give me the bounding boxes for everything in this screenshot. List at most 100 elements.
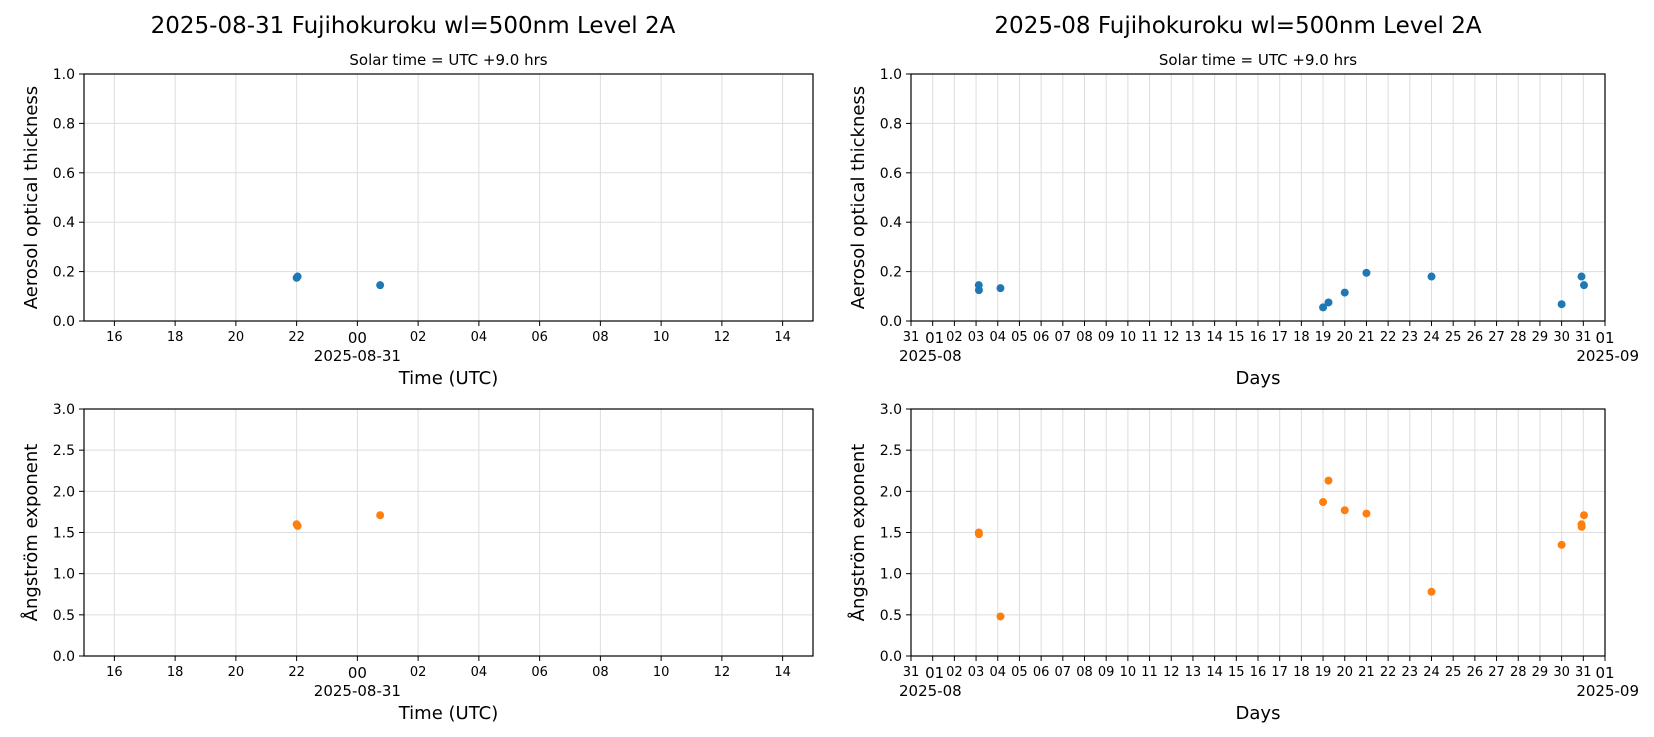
x-tick-label: 26 xyxy=(1467,330,1484,345)
y-tick-label: 0.4 xyxy=(53,215,75,231)
x-tick-label: 22 xyxy=(288,665,305,680)
y-tick-label: 0.4 xyxy=(880,215,902,231)
x-tick-label: 27 xyxy=(1488,330,1505,345)
x-tick-label: 14 xyxy=(1206,330,1223,345)
x-tick-label: 19 xyxy=(1315,665,1332,680)
x-tick-label: 01 xyxy=(925,664,944,682)
y-tick-label: 0.0 xyxy=(53,314,75,330)
x-tick-label: 31 xyxy=(1575,330,1592,345)
x-tick-label: 10 xyxy=(653,330,670,345)
data-point xyxy=(376,511,385,520)
x-tick-label: 10 xyxy=(1120,665,1137,680)
x-tick-label: 11 xyxy=(1141,665,1158,680)
x-tick-label: 18 xyxy=(167,330,184,345)
right-figure-title: 2025-08 Fujihokuroku wl=500nm Level 2A xyxy=(994,13,1481,39)
x-tick-label: 12 xyxy=(1163,330,1180,345)
left-figure-title: 2025-08-31 Fujihokuroku wl=500nm Level 2… xyxy=(151,13,676,39)
x-axis-label: Days xyxy=(1236,703,1281,724)
data-point xyxy=(1319,303,1328,312)
y-tick-label: 0.8 xyxy=(53,116,75,132)
x-tick-label: 10 xyxy=(1120,330,1137,345)
y-tick-label: 0.2 xyxy=(53,265,75,281)
data-point xyxy=(1427,272,1436,281)
data-point xyxy=(1362,268,1371,277)
x-tick-label: 28 xyxy=(1510,665,1527,680)
data-point xyxy=(996,284,1005,293)
x-tick-label: 22 xyxy=(1380,330,1397,345)
x-tick-label: 12 xyxy=(1163,665,1180,680)
x-tick-label: 13 xyxy=(1185,665,1202,680)
data-point xyxy=(293,521,302,530)
x-date-label: 2025-08-31 xyxy=(314,682,401,700)
y-tick-label: 0.0 xyxy=(53,649,75,665)
x-tick-label: 25 xyxy=(1445,665,1462,680)
x-tick-label: 12 xyxy=(714,665,731,680)
x-tick-label: 08 xyxy=(1076,665,1093,680)
x-tick-label: 01 xyxy=(1595,329,1614,347)
y-tick-label: 0.0 xyxy=(880,649,902,665)
x-date-label: 2025-08-31 xyxy=(314,347,401,365)
x-tick-label: 07 xyxy=(1055,665,1072,680)
y-tick-label: 0.6 xyxy=(880,166,902,182)
x-tick-label: 30 xyxy=(1553,665,1570,680)
x-tick-label: 23 xyxy=(1402,330,1419,345)
data-point xyxy=(974,530,983,539)
x-tick-label: 14 xyxy=(1206,665,1223,680)
y-tick-label: 0.2 xyxy=(880,265,902,281)
y-tick-label: 0.0 xyxy=(880,314,902,330)
data-point xyxy=(1340,506,1349,515)
x-tick-label: 06 xyxy=(531,330,548,345)
data-point xyxy=(1427,587,1436,596)
x-tick-label: 26 xyxy=(1467,665,1484,680)
x-month-end-label: 2025-09 xyxy=(1576,347,1639,365)
plot-frame xyxy=(910,408,1606,657)
y-tick-label: 1.5 xyxy=(880,526,902,542)
y-axis-label: Aerosol optical thickness xyxy=(848,86,869,309)
x-tick-label: 16 xyxy=(106,330,123,345)
y-tick-label: 2.0 xyxy=(880,484,902,500)
x-month-start-label: 2025-08 xyxy=(899,347,962,365)
x-tick-label: 31 xyxy=(1575,665,1592,680)
x-tick-label: 05 xyxy=(1011,665,1028,680)
x-month-start-label: 2025-08 xyxy=(899,682,962,700)
x-tick-label: 14 xyxy=(774,665,791,680)
x-tick-label: 13 xyxy=(1185,330,1202,345)
x-tick-label: 14 xyxy=(774,330,791,345)
x-tick-label: 22 xyxy=(288,330,305,345)
x-tick-label: 01 xyxy=(925,329,944,347)
x-tick-label: 09 xyxy=(1098,330,1115,345)
daily-aot-chart: 0.0 0.2 0.4 0.6 0.8 1.0 16 18 20 22 00 02 04 06 08 10 12… xyxy=(21,51,814,389)
y-tick-label: 3.0 xyxy=(53,402,75,418)
x-tick-label: 27 xyxy=(1488,665,1505,680)
x-tick-label: 15 xyxy=(1228,330,1245,345)
x-tick-label: 18 xyxy=(1293,330,1310,345)
x-tick-label: 02 xyxy=(410,665,427,680)
y-tick-label: 1.0 xyxy=(880,67,902,83)
plot-frame xyxy=(83,408,814,657)
y-tick-label: 2.5 xyxy=(53,443,75,459)
data-point xyxy=(1557,300,1566,309)
y-tick-label: 0.8 xyxy=(880,116,902,132)
x-tick-label: 25 xyxy=(1445,330,1462,345)
x-tick-label: 08 xyxy=(1076,330,1093,345)
x-tick-label: 05 xyxy=(1011,330,1028,345)
data-point xyxy=(1557,540,1566,549)
x-tick-label: 01 xyxy=(1595,664,1614,682)
x-tick-label: 22 xyxy=(1380,665,1397,680)
y-tick-label: 0.5 xyxy=(880,608,902,624)
x-tick-label: 21 xyxy=(1358,330,1375,345)
x-tick-label: 08 xyxy=(592,665,609,680)
x-tick-label: 06 xyxy=(531,665,548,680)
data-point xyxy=(1324,476,1333,485)
x-tick-label: 02 xyxy=(410,330,427,345)
x-tick-label: 17 xyxy=(1271,665,1288,680)
daily-angstrom-chart: 0.0 0.5 1.0 1.5 2.0 2.5 3.0 16 18 20 22 00 02 04 06 08 1… xyxy=(20,402,814,724)
x-tick-label: 04 xyxy=(989,330,1006,345)
x-tick-label: 21 xyxy=(1358,665,1375,680)
x-tick-label: 28 xyxy=(1510,330,1527,345)
x-tick-label: 16 xyxy=(106,665,123,680)
x-tick-label: 04 xyxy=(471,665,488,680)
data-point xyxy=(1362,509,1371,518)
x-tick-label: 16 xyxy=(1250,665,1267,680)
data-point xyxy=(1579,511,1588,520)
